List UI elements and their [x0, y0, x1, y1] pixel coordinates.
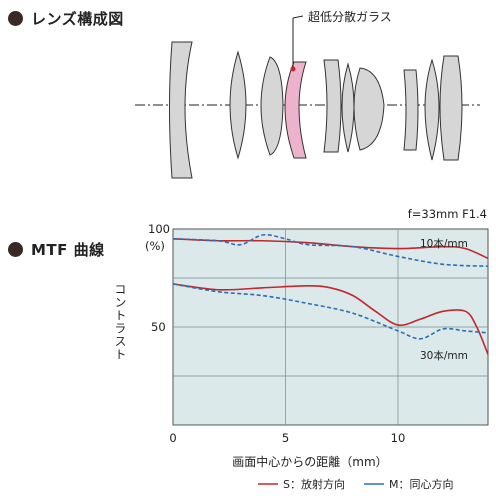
ed-glass-lens	[284, 61, 307, 159]
ytick-50: 50	[151, 320, 166, 334]
curve-label-10lp: 10本/mm	[420, 237, 468, 250]
lens-element-10	[439, 55, 463, 161]
curve-label-30lp: 30本/mm	[420, 349, 468, 362]
callout-dot	[290, 66, 296, 72]
lens-spec-label: f=33mm F1.4	[408, 207, 487, 221]
lens-element-2	[229, 50, 247, 160]
legend: S：放射方向 M：同心方向	[258, 477, 454, 491]
x-axis-title: 画面中心からの距離（mm）	[232, 454, 387, 469]
lens-element-9	[424, 58, 440, 161]
legend-m-label: M：同心方向	[389, 477, 454, 491]
grid	[173, 229, 488, 425]
mtf-curves	[172, 233, 489, 355]
lens-element-3	[260, 56, 284, 156]
legend-s-label: S：放射方向	[283, 477, 345, 491]
mtf-heading-text: MTF 曲線	[31, 241, 105, 259]
y-unit-label: (%)	[145, 239, 165, 253]
mtf-series-line-3	[172, 283, 489, 340]
mtf-series-line-2	[172, 283, 489, 355]
xtick-0: 0	[169, 431, 176, 445]
y-axis-title: コントラスト	[113, 283, 127, 361]
lens-element-8	[403, 69, 419, 151]
lens-heading-text: レンズ構成図	[31, 10, 124, 28]
ytick-100: 100	[148, 222, 170, 236]
callout-line-top	[292, 15, 304, 19]
lens-element-6	[341, 62, 355, 153]
xtick-5: 5	[282, 431, 289, 445]
bullet-icon	[8, 242, 23, 257]
mtf-section-heading: MTF 曲線	[8, 239, 105, 260]
ed-glass-callout: 超低分散ガラス	[308, 9, 392, 24]
bullet-icon	[8, 11, 23, 26]
lens-section-heading: レンズ構成図	[8, 8, 124, 29]
xtick-10: 10	[391, 431, 406, 445]
mtf-series-line-1	[172, 233, 489, 268]
lens-element-7	[353, 67, 385, 151]
lens-element-5	[323, 59, 342, 153]
lens-element-1	[169, 41, 193, 179]
